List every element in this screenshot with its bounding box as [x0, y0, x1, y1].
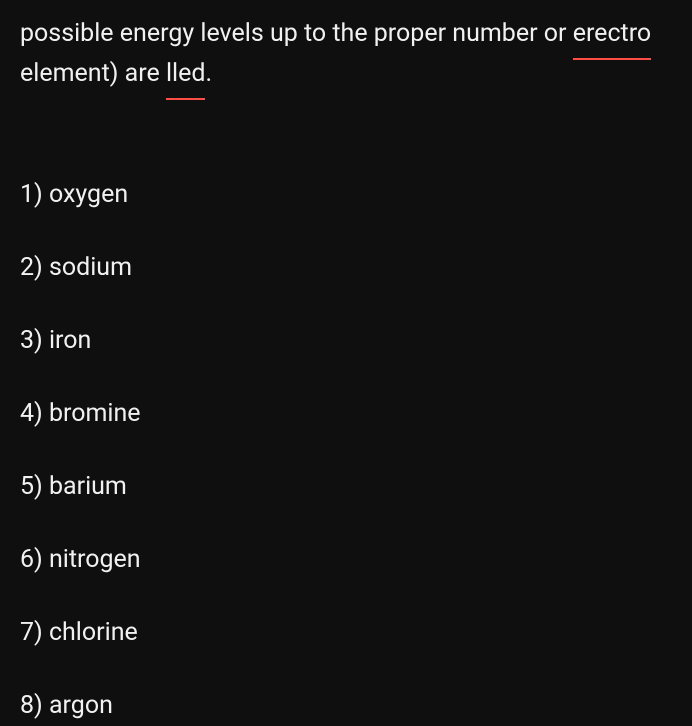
list-item: 2) sodium: [20, 255, 672, 280]
list-item: 8) argon: [20, 693, 672, 718]
spellcheck-word-2[interactable]: lled: [166, 59, 206, 100]
list-item: 5) barium: [20, 474, 672, 499]
spellcheck-word-1[interactable]: erectro: [573, 19, 652, 60]
intro-text-1: possible energy levels up to the proper …: [20, 19, 573, 48]
list-item: 7) chlorine: [20, 620, 672, 645]
intro-text-3: .: [205, 59, 212, 88]
list-item: 4) bromine: [20, 401, 672, 426]
intro-paragraph: possible energy levels up to the proper …: [20, 14, 672, 94]
list-item: 1) oxygen: [20, 182, 672, 207]
intro-text-2: element) are: [20, 59, 166, 88]
list-item: 6) nitrogen: [20, 547, 672, 572]
element-list: 1) oxygen 2) sodium 3) iron 4) bromine 5…: [20, 182, 672, 718]
list-item: 3) iron: [20, 328, 672, 353]
page-content: possible energy levels up to the proper …: [0, 0, 692, 718]
